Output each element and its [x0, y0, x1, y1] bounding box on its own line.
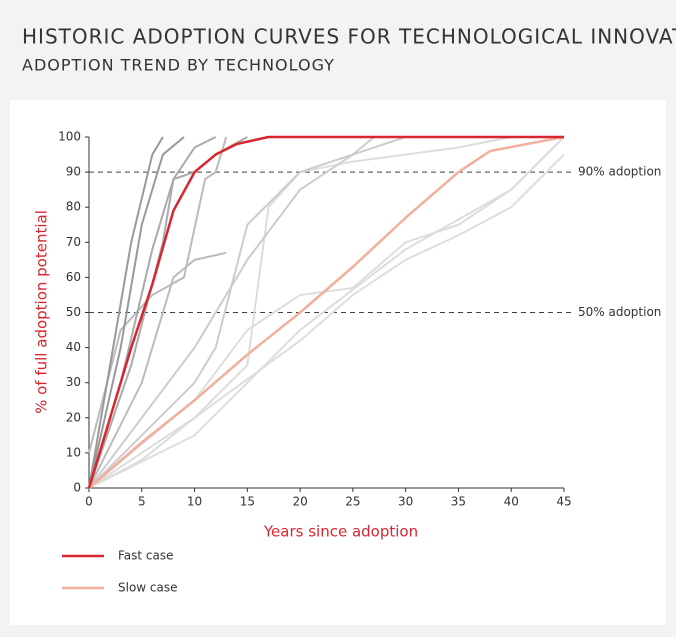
panel	[10, 100, 666, 625]
x-tick-label: 20	[292, 495, 307, 509]
x-tick-label: 35	[451, 495, 466, 509]
x-tick-label: 30	[398, 495, 413, 509]
series-line	[88, 135, 565, 489]
chart-subtitle: ADOPTION TREND BY TECHNOLOGY	[22, 56, 335, 75]
legend-label: Fast case	[118, 549, 174, 563]
series-line	[87, 135, 564, 489]
x-tick-label: 15	[240, 495, 255, 509]
background-line	[88, 136, 228, 454]
y-tick-label: 80	[66, 200, 81, 214]
y-tick-label: 40	[66, 340, 81, 354]
reference-label: 90% adoption	[578, 165, 661, 179]
y-axis-label: % of full adoption potential	[33, 210, 51, 414]
y-tick-label: 100	[58, 130, 81, 144]
y-tick-label: 70	[66, 235, 81, 249]
background-line	[88, 251, 227, 489]
x-axis-label: Years since adoption	[263, 523, 418, 541]
y-tick-label: 10	[66, 445, 81, 459]
x-tick-label: 10	[187, 495, 202, 509]
x-tick-label: 40	[504, 495, 519, 509]
background-line	[88, 136, 512, 489]
background-line	[88, 136, 185, 489]
background-line	[88, 136, 164, 489]
background-line	[88, 136, 565, 489]
chart-title: HISTORIC ADOPTION CURVES FOR TECHNOLOGIC…	[22, 25, 676, 49]
x-tick-label: 25	[345, 495, 360, 509]
y-tick-label: 90	[66, 165, 81, 179]
y-tick-label: 60	[66, 270, 81, 284]
background-line	[88, 136, 375, 489]
x-tick-label: 0	[85, 495, 93, 509]
y-tick-label: 30	[66, 375, 81, 389]
reference-label: 50% adoption	[578, 305, 661, 319]
legend-label: Slow case	[118, 581, 178, 595]
y-tick-label: 20	[66, 410, 81, 424]
y-tick-label: 50	[66, 305, 81, 319]
background-line	[88, 153, 565, 489]
x-tick-label: 45	[556, 495, 571, 509]
x-tick-label: 5	[138, 495, 146, 509]
y-tick-label: 0	[73, 481, 81, 495]
